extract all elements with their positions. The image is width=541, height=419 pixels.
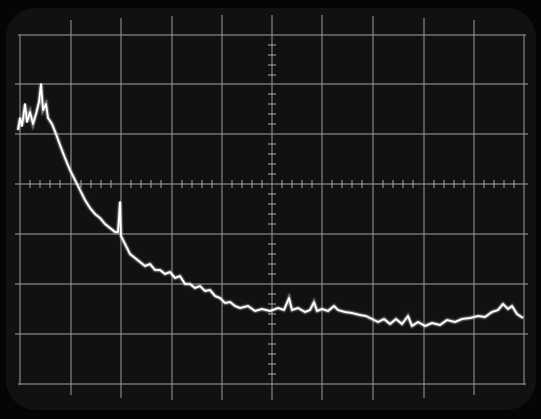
screen	[6, 8, 536, 410]
oscilloscope-photo	[0, 0, 541, 419]
page	[0, 0, 541, 419]
